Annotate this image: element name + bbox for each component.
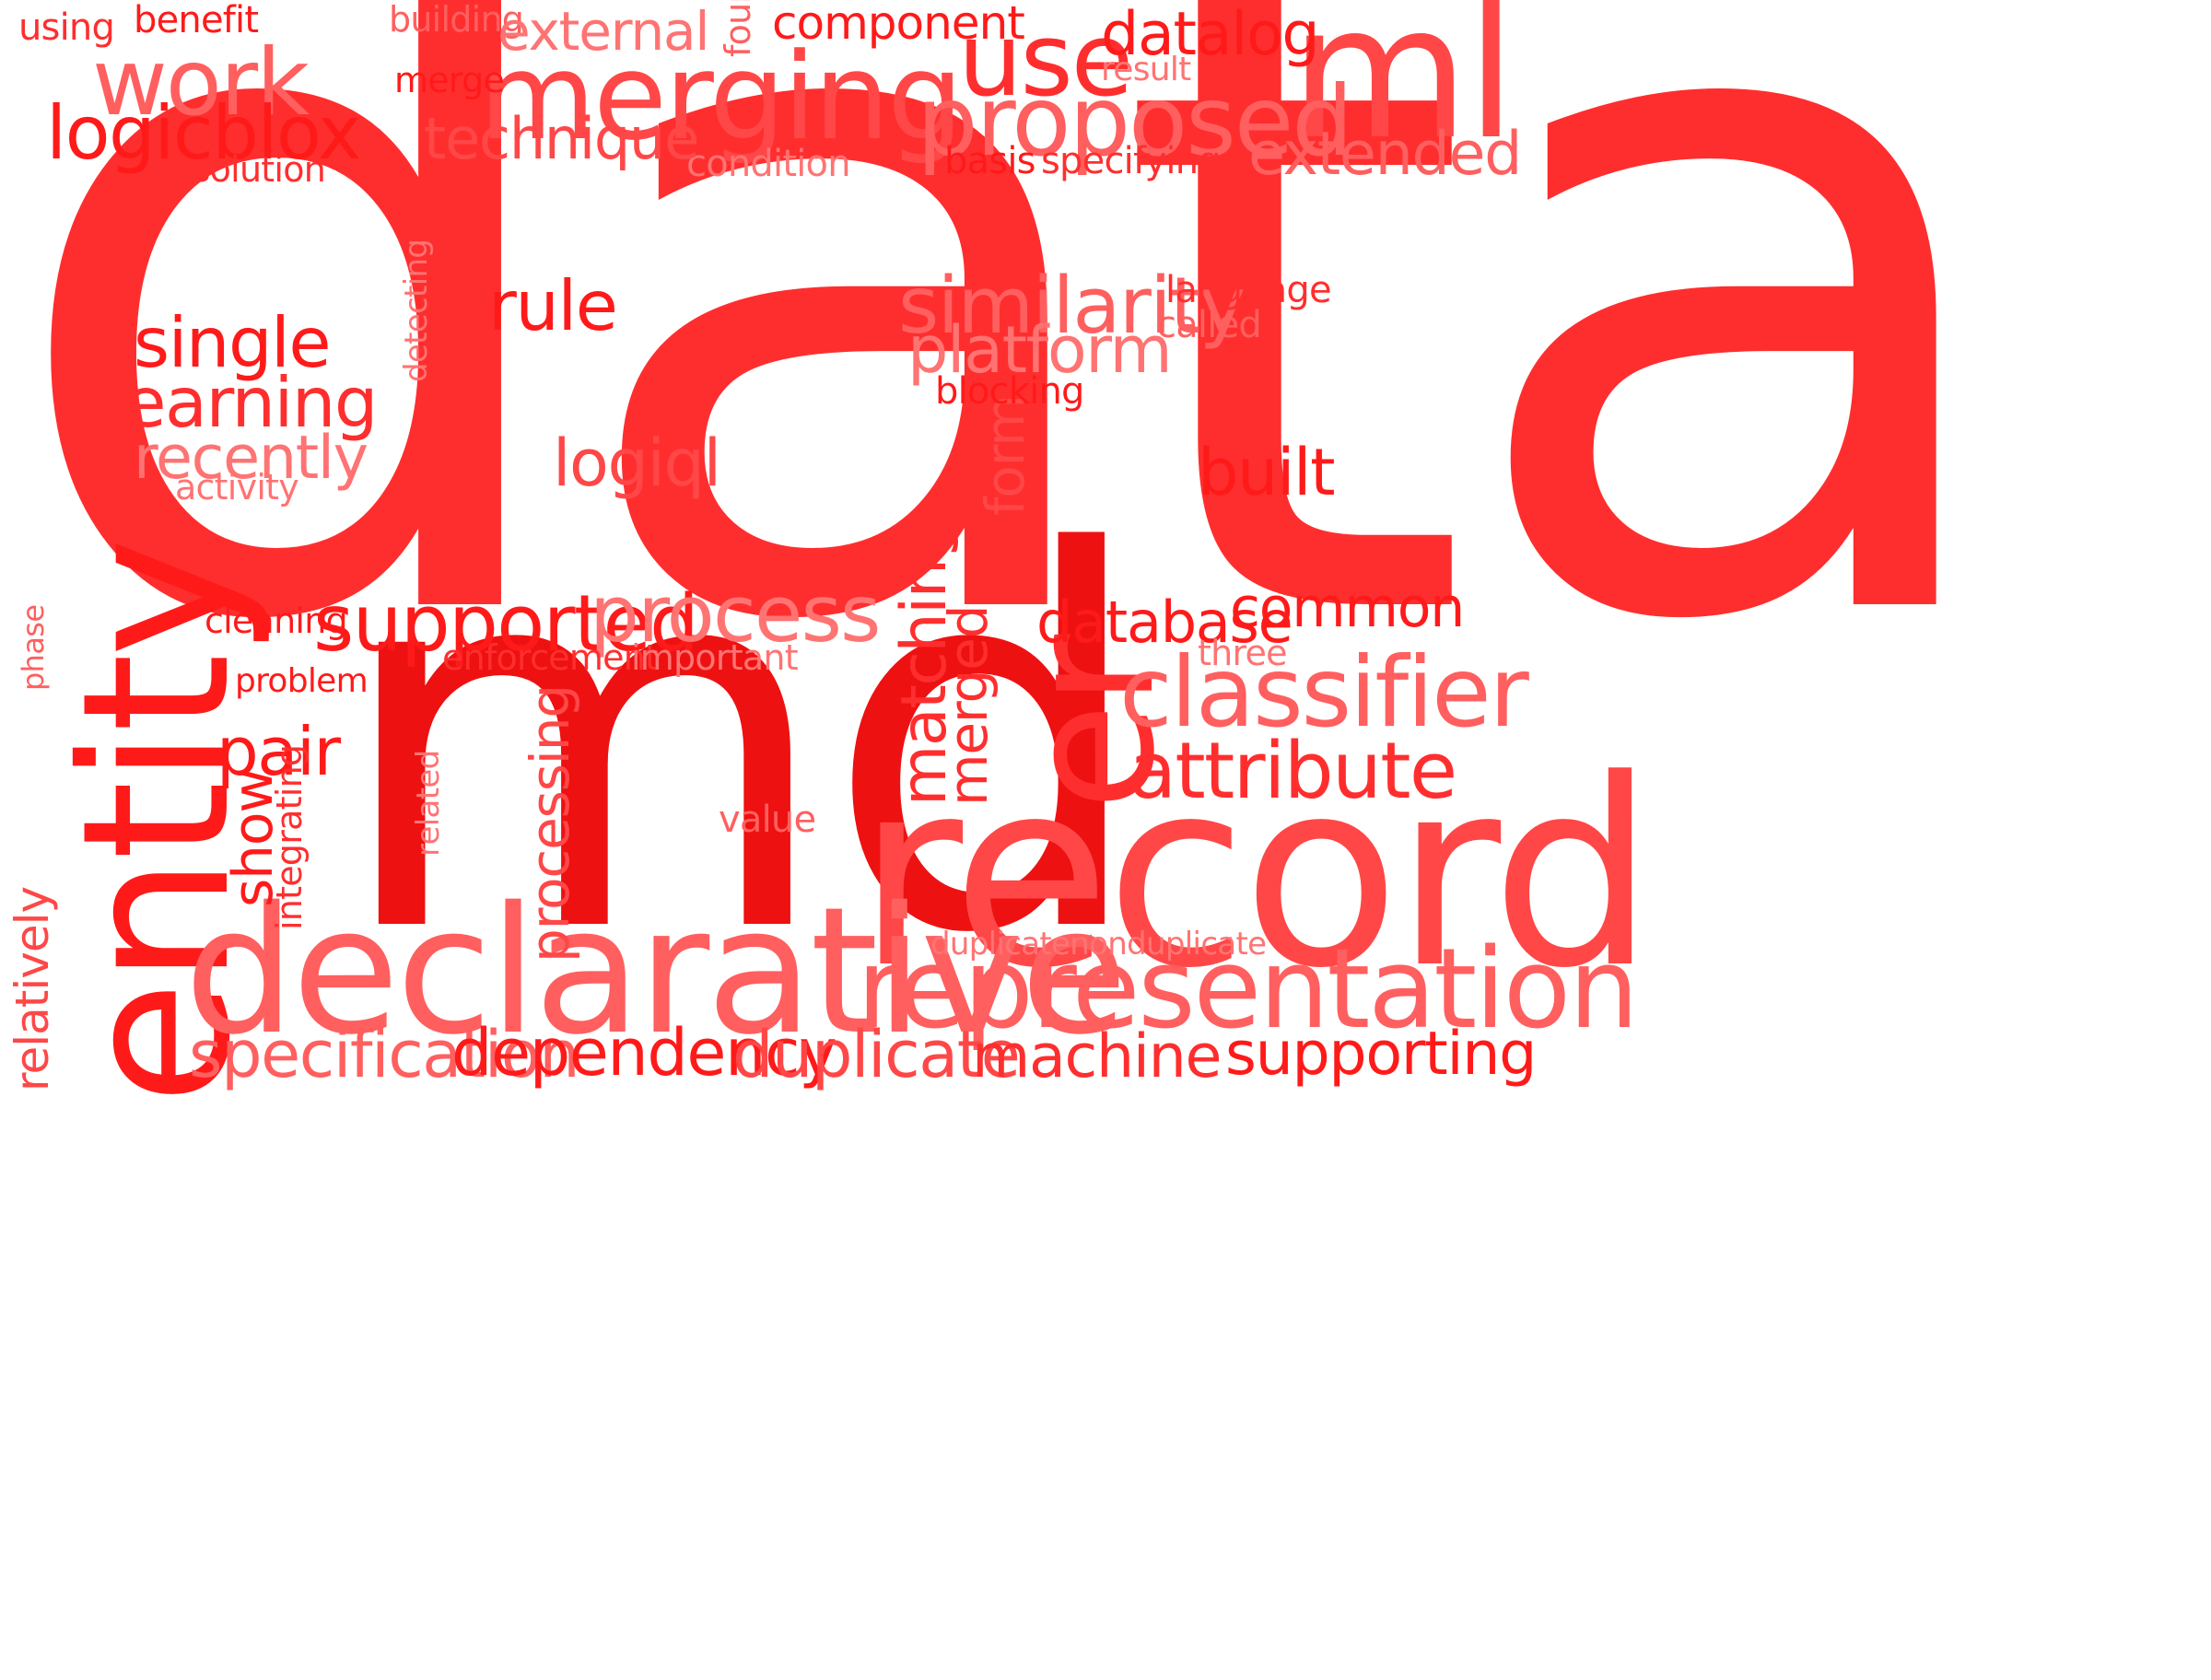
word-important: important — [631, 637, 799, 678]
word-process: process — [590, 569, 881, 660]
word-learning: learning — [106, 362, 378, 443]
word-datalog: datalog — [1101, 0, 1320, 69]
word-proposed: proposed — [917, 65, 1353, 178]
word-representation: representation — [857, 926, 1639, 1054]
word-platform: platform — [907, 312, 1173, 388]
word-processing: processing — [519, 685, 581, 962]
word-activity: activity — [175, 467, 299, 508]
word-extended: extended — [1248, 120, 1522, 189]
word-merge: merge — [394, 60, 505, 100]
word-relatively: relatively — [6, 886, 59, 1091]
word-component: component — [772, 0, 1025, 50]
word-supporting: supporting — [1225, 1020, 1537, 1089]
word-benefit: benefit — [134, 0, 259, 41]
word-technique: technique — [424, 105, 699, 172]
word-rule: rule — [488, 265, 618, 346]
word-classifier: classifier — [1119, 636, 1529, 749]
word-blocking: blocking — [935, 370, 1084, 413]
word-condition: condition — [686, 143, 851, 185]
word-value: value — [719, 799, 816, 841]
word-cleaning: cleaning — [205, 601, 348, 641]
word-dependency: dependency — [451, 1015, 837, 1091]
word-detecting: detecting — [398, 239, 435, 382]
word-pair: pair — [216, 713, 341, 790]
word-external: external — [497, 0, 710, 63]
word-result: result — [1101, 51, 1191, 88]
word-form: form — [974, 395, 1036, 516]
word-three: three — [1198, 633, 1287, 673]
word-problem: problem — [235, 662, 368, 700]
word-basis: basis — [944, 140, 1036, 182]
word-machine: machine — [972, 1022, 1222, 1091]
word-resolution: resolution — [158, 149, 326, 190]
word-md: md — [332, 446, 1152, 1046]
word-use: use — [958, 1, 1133, 119]
word-merging: merging — [479, 27, 964, 167]
word-called: called — [1156, 304, 1262, 346]
word-specifying: specifying — [1041, 140, 1222, 182]
word-data: data — [0, 0, 2019, 822]
word-four: four — [718, 0, 758, 57]
word-related: related — [410, 750, 447, 857]
word-ml: ml — [1290, 0, 1516, 181]
word-built: built — [1198, 435, 1336, 510]
word-duplicatenonduplicate: duplicatenonduplicate — [930, 926, 1267, 962]
word-logiql: logiql — [553, 426, 721, 501]
word-building: building — [389, 0, 524, 40]
word-work: work — [92, 29, 310, 136]
word-common: common — [1230, 576, 1465, 640]
word-enforcement: enforcement — [442, 637, 659, 678]
word-using: using — [18, 6, 115, 49]
word-attribute: attribute — [1129, 726, 1457, 817]
word-language: language — [1165, 269, 1332, 311]
word-supported: supported — [313, 578, 699, 670]
word-single: single — [134, 302, 332, 383]
word-phase: phase — [16, 604, 51, 691]
word-declarative: declarative — [184, 869, 1128, 1073]
word-recently: recently — [134, 424, 368, 493]
word-logicblox: logicblox — [46, 90, 361, 176]
word-database: database — [1036, 589, 1293, 656]
word-similarity: similarity — [898, 261, 1246, 352]
word-duplicate: duplicate — [732, 1017, 1021, 1092]
word-specification: specification — [189, 1017, 580, 1092]
word-integrating: integrating — [269, 744, 310, 930]
word-record: record — [857, 725, 1655, 1025]
word-merged: merged — [937, 605, 1000, 806]
